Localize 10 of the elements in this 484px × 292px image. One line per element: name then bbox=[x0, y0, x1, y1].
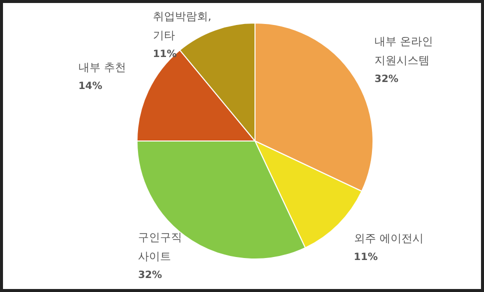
data-label: 32% bbox=[138, 269, 163, 283]
data-label: 11% bbox=[354, 250, 379, 265]
data-label: 32% bbox=[374, 72, 400, 87]
slice-label: 구인구직 사이트 bbox=[138, 230, 182, 265]
slice-label: 외주 에이전시 bbox=[354, 230, 424, 247]
slice-label: 취업박람회, 기타 bbox=[152, 9, 212, 44]
slice-label: 내부 추천 bbox=[78, 60, 126, 76]
slice-label: 내부 온라인 지원시스템 bbox=[374, 34, 434, 69]
data-label: 11% bbox=[152, 48, 178, 62]
data-label: 14% bbox=[78, 80, 104, 94]
